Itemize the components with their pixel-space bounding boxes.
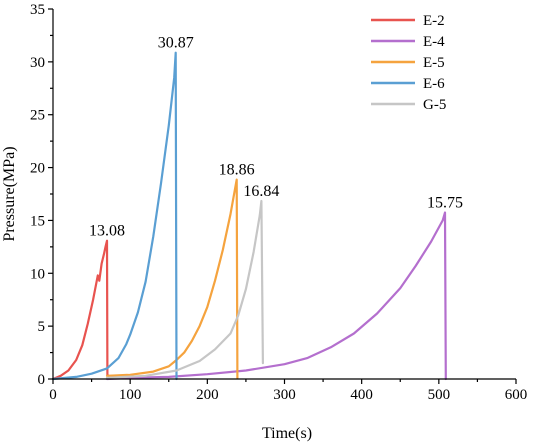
legend-label-e-4: E-4 <box>423 34 445 50</box>
x-tick-label: 200 <box>196 387 219 403</box>
x-tick-label: 300 <box>273 387 296 403</box>
legend-label-e-6: E-6 <box>423 76 445 92</box>
legend-label-e-2: E-2 <box>423 13 445 29</box>
y-tick-label: 35 <box>30 2 45 18</box>
series-line-g-5 <box>105 199 264 379</box>
series-line-e-4 <box>105 211 447 381</box>
y-axis-title: Pressure(MPa) <box>1 146 18 241</box>
y-tick-label: 20 <box>30 161 45 177</box>
series-line-e-2 <box>51 239 110 381</box>
x-tick-label: 600 <box>505 387 528 403</box>
series-line-e-5 <box>105 178 239 379</box>
x-axis-title: Time(s) <box>262 425 312 442</box>
x-tick-label: 400 <box>350 387 373 403</box>
x-axis: 0 100 200 300 400 500 600 <box>49 378 528 403</box>
legend: E-2 E-4 E-5 E-6 G-5 <box>371 13 446 113</box>
legend-label-e-5: E-5 <box>423 55 445 71</box>
x-tick-label: 500 <box>428 387 451 403</box>
y-tick-label: 0 <box>38 372 46 388</box>
y-tick-label: 25 <box>30 108 45 124</box>
y-tick-label: 10 <box>30 266 45 282</box>
peak-label-e-6: 30.87 <box>158 35 194 52</box>
peak-labels: 13.08 15.75 18.86 30.87 16.84 <box>89 35 463 240</box>
peak-label-e-5: 18.86 <box>219 162 255 179</box>
y-axis: 0 5 10 15 20 25 30 35 <box>30 2 54 388</box>
peak-label-g-5: 16.84 <box>243 183 279 200</box>
y-tick-label: 5 <box>38 319 46 335</box>
peak-label-e-4: 15.75 <box>427 195 463 212</box>
legend-label-g-5: G-5 <box>423 97 446 113</box>
y-tick-label: 15 <box>30 213 45 229</box>
series-group <box>51 51 447 381</box>
series-line-e-6 <box>51 51 178 381</box>
x-tick-label: 0 <box>49 387 57 403</box>
y-tick-label: 30 <box>30 55 45 71</box>
x-tick-label: 100 <box>119 387 142 403</box>
peak-label-e-2: 13.08 <box>89 223 125 240</box>
